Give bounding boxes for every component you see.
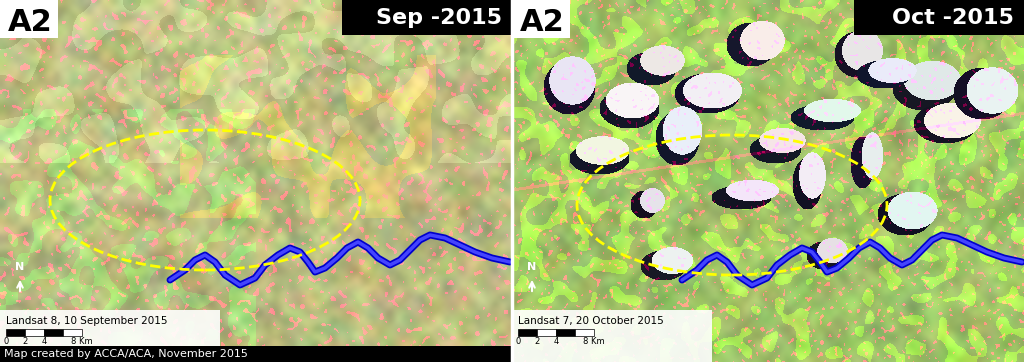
Text: Landsat 8, 10 September 2015: Landsat 8, 10 September 2015: [6, 316, 168, 326]
Bar: [0, 310, 220, 362]
Text: A2: A2: [8, 8, 53, 37]
Text: 4: 4: [553, 337, 559, 346]
Bar: [342, 0, 512, 35]
Text: A2: A2: [520, 8, 565, 37]
Text: 4: 4: [41, 337, 47, 346]
Bar: [556, 329, 575, 336]
Text: 0: 0: [3, 337, 8, 346]
Text: 8 Km: 8 Km: [584, 337, 605, 346]
Bar: [575, 329, 594, 336]
Bar: [518, 329, 537, 336]
Bar: [63, 329, 82, 336]
Text: 2: 2: [23, 337, 28, 346]
Text: 8 Km: 8 Km: [72, 337, 93, 346]
Text: Oct -2015: Oct -2015: [892, 8, 1014, 28]
Bar: [44, 329, 63, 336]
Text: Sep -2015: Sep -2015: [376, 8, 502, 28]
Text: 2: 2: [535, 337, 540, 346]
Text: 0: 0: [515, 337, 520, 346]
Text: N: N: [527, 262, 537, 272]
Bar: [0, 346, 512, 362]
Bar: [6, 329, 25, 336]
Text: Landsat 7, 20 October 2015: Landsat 7, 20 October 2015: [518, 316, 664, 326]
Bar: [537, 329, 556, 336]
Bar: [0, 0, 58, 38]
Bar: [25, 329, 44, 336]
Bar: [512, 0, 570, 38]
Text: Map created by ACCA/ACA, November 2015: Map created by ACCA/ACA, November 2015: [4, 349, 248, 359]
Bar: [512, 310, 712, 362]
Text: N: N: [15, 262, 25, 272]
Bar: [854, 0, 1024, 35]
